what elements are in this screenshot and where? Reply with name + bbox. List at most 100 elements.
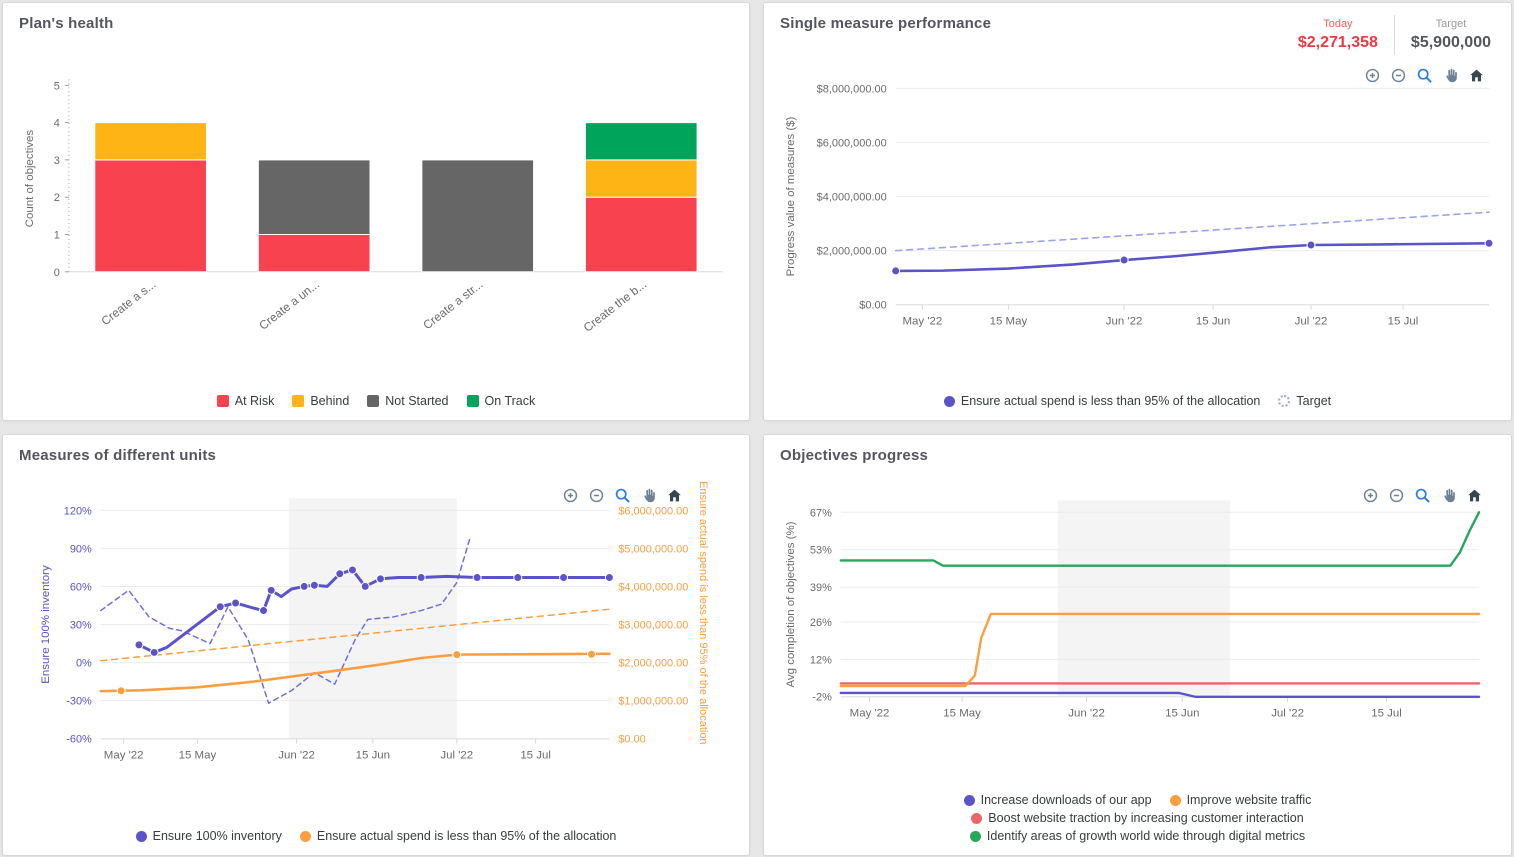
y-tick-label: -30% [66, 696, 92, 708]
legend-item[interactable]: At Risk [216, 394, 274, 408]
legend-row: Ensure 100% inventory Ensure actual spend… [19, 829, 733, 843]
legend-item[interactable]: Ensure actual spend is less than 95% of … [299, 829, 616, 843]
panel-title: Single measure performance [780, 15, 992, 32]
panel-header: Single measure performance Today $2,271,… [780, 15, 1495, 55]
legend-item[interactable]: Boost website traction by increasing cus… [971, 811, 1304, 825]
legend-item[interactable]: Identify areas of growth world wide thro… [969, 829, 1305, 843]
legend-item[interactable]: Target [1278, 394, 1331, 408]
series-line-2 [99, 652, 611, 693]
y-tick-label: $4,000,000.00 [817, 192, 887, 204]
bar-segment [94, 122, 207, 161]
data-point-marker [360, 581, 370, 591]
y-axis-title: Ensure 100% inventory [40, 565, 52, 684]
y-tick-label: $2,000,000.00 [817, 246, 887, 258]
chart-toolbar [1362, 487, 1483, 504]
data-point-marker [513, 573, 523, 583]
reset-zoom-icon[interactable] [1468, 67, 1485, 84]
y-tick-label: 26% [810, 617, 832, 629]
data-point-marker [1119, 255, 1129, 265]
bar-segment [584, 196, 698, 273]
pan-icon[interactable] [1440, 487, 1457, 504]
x-category-label: Create a s... [99, 277, 159, 328]
x-category-label: Create a str... [420, 277, 485, 332]
zoom-in-icon[interactable] [562, 487, 579, 504]
legend-label: On Track [484, 394, 536, 408]
x-tick-label: 15 May [943, 708, 981, 720]
legend-item[interactable]: Not Started [367, 394, 449, 408]
legend-label: Ensure actual spend is less than 95% of … [960, 394, 1261, 408]
legend-marker [216, 395, 229, 407]
plans-health-chart-canvas[interactable]: 0 1 2 3 4 5 Create a s... Create a un... Create … [19, 44, 733, 356]
reset-zoom-icon[interactable] [666, 487, 683, 504]
data-point-marker [587, 649, 596, 659]
today-value: $2,271,358 [1297, 34, 1378, 51]
data-point-marker [259, 606, 269, 616]
y-tick-label: 53% [810, 545, 832, 557]
zoom-in-icon[interactable] [1364, 67, 1381, 84]
zoom-out-icon[interactable] [1390, 67, 1407, 84]
y-tick-label: $6,000,000.00 [817, 137, 887, 149]
legend-label: Not Started [385, 394, 449, 408]
legend-item[interactable]: Increase downloads of our app [963, 793, 1152, 807]
zoom-in-icon[interactable] [1362, 487, 1379, 504]
target-value: $5,900,000 [1410, 34, 1491, 51]
series-line-0 [839, 691, 1481, 698]
legend-item[interactable]: On Track [466, 394, 536, 408]
zoom-out-icon[interactable] [588, 487, 605, 504]
data-point-marker [1484, 238, 1494, 248]
y-tick-label: 0 [54, 267, 60, 279]
y-axis-title: Avg completion of objectives (%) [785, 521, 797, 687]
x-tick-label: Jun '22 [278, 750, 315, 762]
objectives-progress-chart-canvas[interactable]: 67% 53% 39% 26% 12% -2% May '22 15 May Jun '22 15… [780, 482, 1495, 746]
metric-divider [1393, 15, 1395, 55]
zoom-out-icon[interactable] [1388, 487, 1405, 504]
legend-label: Increase downloads of our app [980, 793, 1152, 807]
x-category-label: Create the b... [581, 277, 649, 335]
series-line-1 [100, 608, 611, 662]
legend-row: Identify areas of growth world wide thro… [780, 829, 1495, 843]
single-measure-chart-canvas[interactable]: $8,000,000.00 $6,000,000.00 $4,000,000.00 $… [780, 65, 1495, 347]
y-tick-label: 120% [64, 505, 92, 517]
selection-zoom-icon[interactable] [614, 487, 631, 504]
bar-segment [421, 159, 535, 273]
x-tick-label: 15 Jun [1196, 316, 1230, 328]
data-point-marker [134, 640, 144, 650]
legend-marker [299, 830, 311, 842]
y-tick-label: 39% [810, 582, 832, 594]
bar-segment [257, 234, 371, 273]
legend-item[interactable]: Ensure actual spend is less than 95% of … [943, 394, 1261, 408]
legend-marker [963, 794, 975, 806]
y-tick-label: $8,000,000.00 [817, 83, 887, 95]
legend-item[interactable]: Improve website traffic [1169, 793, 1311, 807]
y-tick-label: 0% [76, 658, 92, 670]
right-y-tick-label: $1,000,000.00 [618, 696, 688, 708]
pan-icon[interactable] [640, 487, 657, 504]
panel-title: Measures of different units [19, 447, 217, 464]
right-y-tick-label: $0.00 [618, 734, 645, 746]
selection-zoom-icon[interactable] [1414, 487, 1431, 504]
x-tick-label: Jul '22 [1295, 316, 1328, 328]
data-point-marker [347, 565, 357, 575]
x-tick-label: May '22 [903, 316, 943, 328]
data-point-marker [452, 650, 462, 660]
x-category-label: Create a un... [256, 277, 322, 333]
legend-marker [943, 395, 955, 407]
x-tick-label: 15 Jul [520, 750, 551, 762]
reset-zoom-icon[interactable] [1466, 487, 1483, 504]
x-tick-label: 15 May [990, 316, 1028, 328]
y-tick-label: 67% [810, 507, 832, 519]
single-measure-legend: Ensure actual spend is less than 95% of … [780, 394, 1495, 410]
legend-item[interactable]: Behind [292, 394, 349, 408]
y-tick-label: 90% [70, 543, 92, 555]
data-point-marker [559, 573, 569, 583]
series-line-3 [839, 612, 1481, 688]
panel-title: Plan's health [19, 15, 114, 32]
y-tick-label: 3 [54, 155, 60, 167]
legend-item[interactable]: Ensure 100% inventory [135, 829, 282, 843]
data-point-marker [1306, 240, 1316, 250]
series-line-1 [894, 241, 1491, 273]
measures-units-chart-canvas[interactable]: 120% 90% 60% 30% 0% -30% -60% $6,000,000.00 $5,0… [19, 480, 733, 778]
x-tick-label: Jun '22 [1068, 708, 1105, 720]
selection-zoom-icon[interactable] [1416, 67, 1433, 84]
pan-icon[interactable] [1442, 67, 1459, 84]
